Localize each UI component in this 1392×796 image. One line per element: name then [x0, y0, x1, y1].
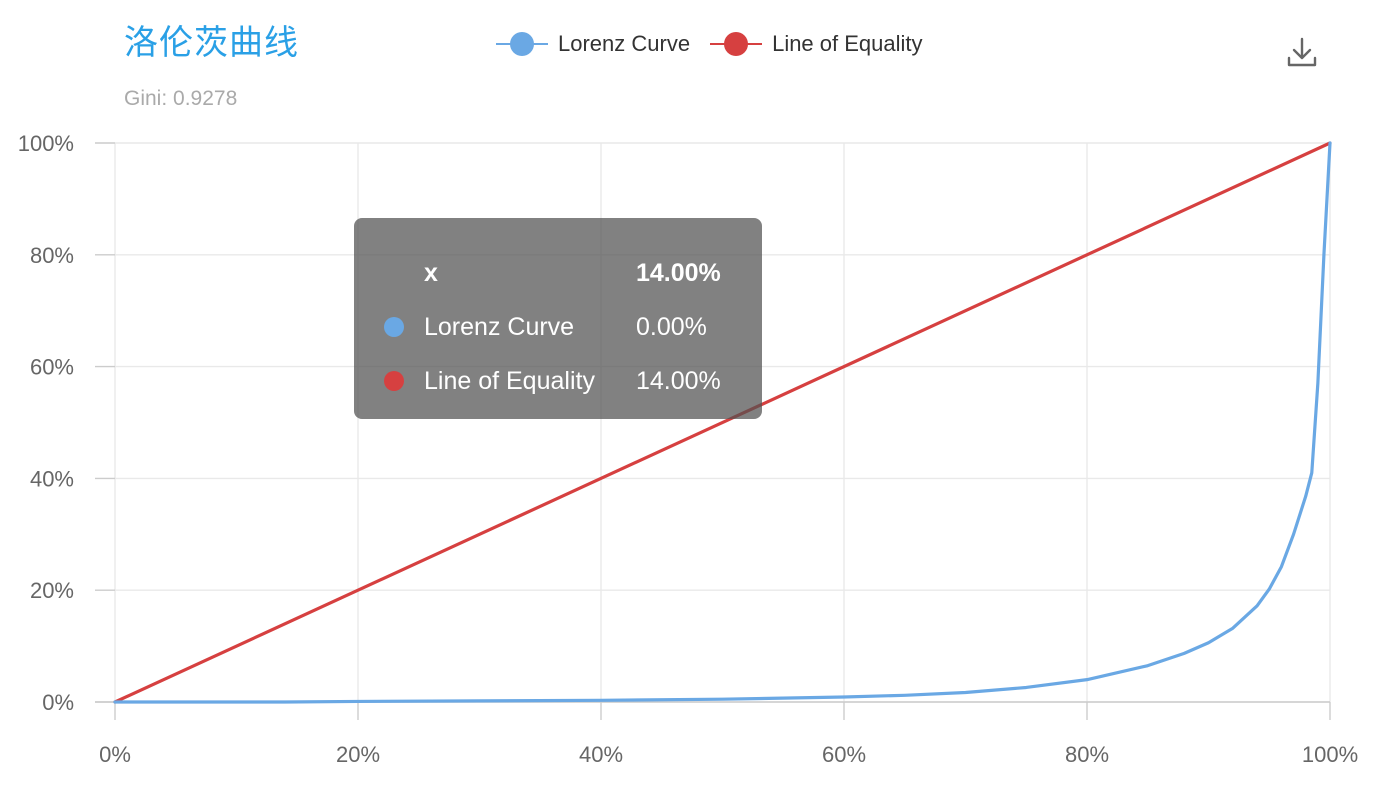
x-tick-label: 60%: [822, 742, 866, 767]
download-icon: [1287, 37, 1317, 67]
tooltip-header-row: x 14.00%: [384, 246, 732, 300]
chart-tooltip: x 14.00% Lorenz Curve 0.00% Line of Equa…: [354, 218, 762, 419]
tooltip-row-line-of-equality: Line of Equality 14.00%: [384, 354, 732, 408]
series-line-lorenz-curve: [113, 141, 1332, 704]
legend-label-lorenz-curve: Lorenz Curve: [558, 31, 691, 56]
chart-legend: Lorenz Curve Line of Equality: [496, 30, 923, 58]
x-tick-label: 100%: [1302, 742, 1358, 767]
legend-item-lorenz-curve[interactable]: Lorenz Curve: [496, 30, 690, 58]
tooltip-value-line-of-equality: 14.00%: [636, 366, 721, 395]
legend-marker-line-of-equality: [710, 30, 763, 58]
tooltip-label-line-of-equality: Line of Equality: [424, 366, 595, 395]
chart-title: 洛伦茨曲线: [124, 23, 299, 63]
tooltip-marker-lorenz-curve: [384, 317, 404, 337]
x-tick-label: 80%: [1065, 742, 1109, 767]
x-tick-label: 20%: [336, 742, 380, 767]
tooltip-header-label: x: [424, 258, 438, 287]
legend-label-line-of-equality: Line of Equality: [772, 31, 923, 56]
y-tick-label: 80%: [30, 243, 74, 268]
legend-item-line-of-equality[interactable]: Line of Equality: [710, 30, 923, 58]
y-tick-label: 0%: [42, 690, 74, 715]
tooltip-value-lorenz-curve: 0.00%: [636, 312, 707, 341]
y-tick-label: 20%: [30, 578, 74, 603]
y-tick-label: 100%: [18, 131, 74, 156]
tooltip-header-value: 14.00%: [636, 258, 721, 287]
y-tick-label: 40%: [30, 466, 74, 491]
x-tick-label: 40%: [579, 742, 623, 767]
legend-marker-lorenz-curve: [496, 30, 548, 58]
y-tick-label: 60%: [30, 355, 74, 380]
tooltip-label-lorenz-curve: Lorenz Curve: [424, 312, 575, 341]
x-tick-label: 0%: [99, 742, 131, 767]
tooltip-marker-line-of-equality: [384, 371, 404, 391]
tooltip-row-lorenz-curve: Lorenz Curve 0.00%: [384, 300, 732, 354]
chart-subtitle: Gini: 0.9278: [124, 87, 238, 110]
series-line-line-of-equality: [113, 141, 1332, 704]
download-button[interactable]: [1284, 34, 1320, 70]
